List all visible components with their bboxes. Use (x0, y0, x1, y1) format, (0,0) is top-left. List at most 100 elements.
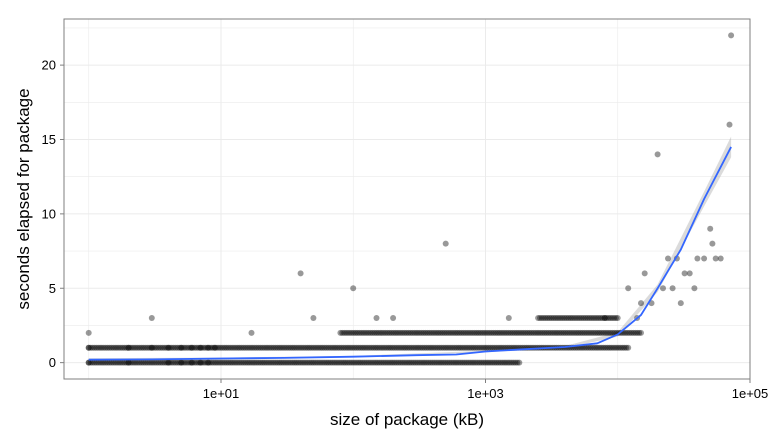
data-point (552, 315, 559, 321)
data-point (178, 359, 185, 366)
data-point (561, 315, 568, 321)
data-point (634, 329, 641, 336)
data-point (354, 329, 361, 336)
data-point (189, 344, 196, 351)
data-point (388, 329, 395, 336)
data-point (501, 359, 508, 366)
data-point (276, 359, 283, 366)
data-point (503, 329, 510, 336)
data-point (403, 359, 409, 366)
data-point (338, 344, 345, 351)
data-point (677, 300, 684, 307)
data-point (195, 344, 202, 351)
data-point (391, 359, 398, 366)
data-point (717, 255, 724, 262)
data-point (202, 359, 209, 366)
data-point (556, 329, 563, 336)
data-point (229, 359, 236, 366)
data-point (129, 359, 136, 366)
data-point (430, 344, 437, 351)
data-point (348, 359, 355, 366)
data-point (263, 359, 270, 366)
data-point (600, 344, 607, 351)
data-point (539, 329, 546, 336)
data-point (95, 359, 102, 366)
data-point (408, 344, 415, 351)
data-point (489, 344, 496, 351)
data-point (487, 359, 494, 366)
data-point (491, 359, 498, 366)
data-point (570, 329, 576, 336)
data-point (392, 329, 399, 336)
data-point (332, 344, 339, 351)
data-point (300, 344, 307, 351)
data-point (510, 359, 517, 366)
data-point (340, 344, 347, 351)
data-point (339, 329, 346, 336)
data-point (248, 329, 255, 336)
data-point (581, 329, 588, 336)
data-point (280, 344, 286, 351)
data-point (420, 359, 426, 366)
data-point (117, 359, 124, 366)
data-point (548, 315, 555, 321)
data-point (583, 329, 590, 336)
data-point (200, 344, 207, 351)
data-point (310, 344, 317, 351)
data-point (456, 329, 463, 336)
data-point (325, 359, 332, 366)
data-point (246, 344, 253, 351)
data-point (476, 344, 483, 351)
data-point (351, 344, 358, 351)
data-point (382, 359, 389, 366)
data-point (528, 329, 535, 336)
data-point (603, 315, 610, 321)
data-point (538, 315, 545, 321)
data-point (350, 285, 357, 292)
data-point (359, 344, 366, 351)
data-point (185, 344, 192, 351)
data-point (176, 359, 183, 366)
data-point (418, 329, 425, 336)
data-point (270, 359, 277, 366)
data-point (225, 359, 232, 366)
data-point (376, 344, 383, 351)
data-point (464, 329, 471, 336)
data-point (159, 344, 166, 351)
data-point (225, 344, 232, 351)
data-point (398, 344, 405, 351)
data-point (665, 255, 671, 262)
data-point (535, 329, 542, 336)
data-point (306, 344, 313, 351)
data-point (119, 359, 126, 366)
data-point (435, 359, 442, 366)
data-point (377, 329, 384, 336)
data-point (681, 270, 688, 277)
data-point (418, 359, 425, 366)
data-point (129, 344, 136, 351)
data-point (108, 344, 115, 351)
data-point (598, 329, 605, 336)
data-point (234, 359, 241, 366)
data-point (87, 359, 94, 366)
x-tick-label: 1e+01 (203, 386, 240, 401)
data-point (353, 359, 360, 366)
data-point (114, 344, 120, 351)
data-point (526, 329, 533, 336)
data-point (146, 359, 153, 366)
data-point (336, 344, 343, 351)
data-point (604, 329, 610, 336)
data-point (198, 344, 205, 351)
data-point (559, 315, 566, 321)
data-point (486, 329, 493, 336)
data-point (295, 359, 302, 366)
data-point (362, 329, 368, 336)
smooth-line (88, 146, 732, 361)
data-point (452, 359, 459, 366)
data-point (308, 359, 315, 366)
data-point (384, 359, 391, 366)
data-point (206, 344, 213, 351)
data-point (336, 359, 343, 366)
data-point (376, 359, 383, 366)
data-point (520, 329, 527, 336)
